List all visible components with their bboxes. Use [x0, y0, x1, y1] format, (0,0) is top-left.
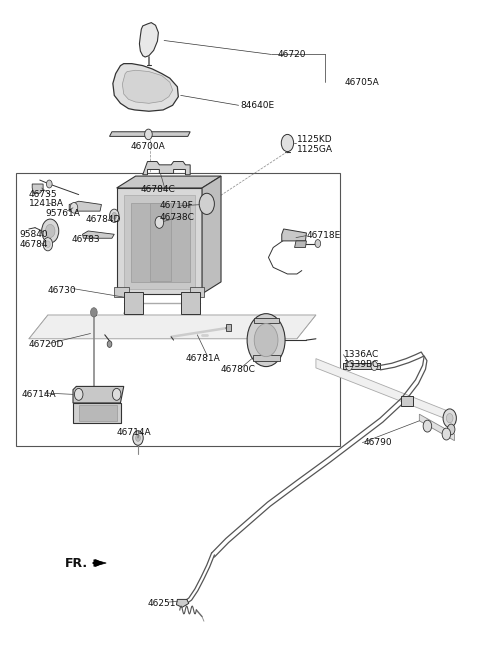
Circle shape	[371, 362, 378, 371]
Circle shape	[247, 313, 285, 367]
Circle shape	[199, 193, 215, 214]
Circle shape	[42, 219, 59, 243]
Polygon shape	[32, 184, 43, 193]
Circle shape	[91, 307, 97, 317]
Circle shape	[155, 216, 164, 228]
Circle shape	[443, 409, 456, 428]
Polygon shape	[124, 195, 195, 289]
Bar	[16, 173, 340, 446]
Text: 46784D: 46784D	[86, 215, 121, 224]
Text: 1241BA: 1241BA	[29, 199, 64, 207]
Polygon shape	[73, 403, 121, 423]
Circle shape	[136, 435, 140, 442]
Polygon shape	[109, 132, 190, 136]
Polygon shape	[29, 315, 316, 339]
Polygon shape	[253, 355, 280, 362]
Polygon shape	[202, 176, 221, 293]
Circle shape	[70, 203, 78, 213]
Text: 46784C: 46784C	[140, 185, 175, 194]
Circle shape	[254, 323, 278, 357]
Circle shape	[346, 362, 352, 371]
Polygon shape	[73, 386, 124, 403]
Text: 46780C: 46780C	[221, 366, 256, 374]
Circle shape	[109, 209, 119, 222]
Text: 46781A: 46781A	[185, 354, 220, 363]
Circle shape	[133, 431, 143, 446]
Polygon shape	[113, 63, 179, 111]
Text: 46714A: 46714A	[117, 428, 151, 437]
Circle shape	[46, 224, 55, 237]
Polygon shape	[143, 161, 190, 175]
Polygon shape	[420, 414, 455, 441]
Text: 1336AC: 1336AC	[344, 350, 380, 359]
Polygon shape	[150, 203, 171, 281]
Polygon shape	[226, 324, 230, 331]
Polygon shape	[117, 188, 202, 293]
Text: 46720: 46720	[278, 50, 306, 59]
Text: 95761A: 95761A	[46, 209, 80, 217]
Text: 95840: 95840	[19, 230, 48, 239]
Text: 1125GA: 1125GA	[297, 145, 333, 154]
Text: 46710F: 46710F	[159, 201, 193, 210]
Text: 46735: 46735	[29, 190, 58, 199]
Text: 46720D: 46720D	[29, 340, 64, 350]
Text: 46783: 46783	[72, 235, 100, 244]
Text: 1339BC: 1339BC	[344, 360, 380, 369]
Bar	[401, 396, 413, 406]
Text: 46251: 46251	[147, 599, 176, 608]
Text: 46718E: 46718E	[306, 231, 341, 240]
Circle shape	[442, 428, 451, 440]
Text: 46784: 46784	[19, 239, 48, 249]
Circle shape	[47, 180, 52, 188]
Text: 46730: 46730	[48, 286, 76, 295]
Circle shape	[46, 241, 50, 247]
Circle shape	[74, 388, 83, 400]
Polygon shape	[180, 293, 200, 313]
Text: 46700A: 46700A	[131, 143, 166, 151]
Polygon shape	[282, 229, 306, 241]
Circle shape	[446, 414, 453, 423]
Polygon shape	[94, 560, 106, 566]
Circle shape	[112, 213, 117, 219]
Polygon shape	[177, 600, 189, 608]
Circle shape	[423, 420, 432, 432]
Text: 46790: 46790	[363, 438, 392, 447]
Polygon shape	[122, 70, 173, 103]
Circle shape	[112, 388, 121, 400]
Polygon shape	[69, 201, 101, 211]
Text: 46714A: 46714A	[22, 390, 56, 399]
Text: 46705A: 46705A	[344, 77, 379, 87]
Circle shape	[144, 129, 152, 139]
Circle shape	[447, 424, 455, 435]
Text: FR.: FR.	[64, 556, 87, 570]
Polygon shape	[190, 287, 204, 297]
Circle shape	[107, 341, 112, 348]
Polygon shape	[139, 23, 158, 57]
Polygon shape	[131, 203, 190, 282]
Polygon shape	[114, 287, 129, 297]
Circle shape	[315, 239, 321, 247]
Polygon shape	[83, 231, 114, 238]
Polygon shape	[254, 317, 279, 323]
Polygon shape	[295, 241, 306, 247]
Polygon shape	[316, 359, 456, 423]
Text: 84640E: 84640E	[240, 101, 274, 110]
Circle shape	[43, 237, 53, 251]
Polygon shape	[343, 363, 380, 370]
Text: 1125KD: 1125KD	[297, 135, 333, 144]
Text: 46738C: 46738C	[159, 213, 194, 222]
Polygon shape	[117, 176, 221, 188]
Circle shape	[281, 135, 294, 151]
Polygon shape	[79, 405, 117, 421]
Polygon shape	[124, 293, 143, 313]
